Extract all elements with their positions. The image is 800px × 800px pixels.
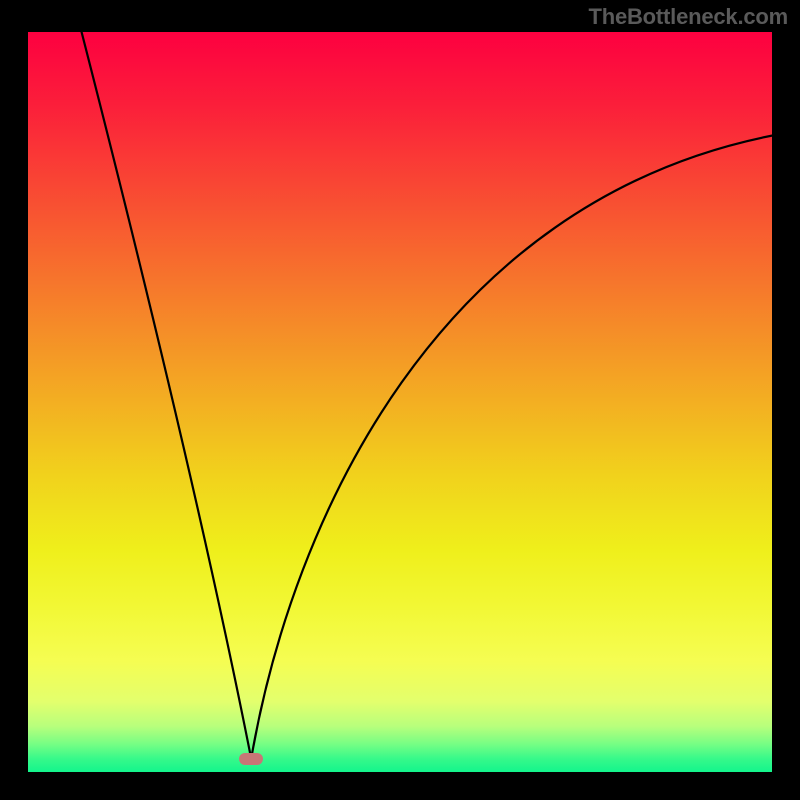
plot-background-gradient — [28, 32, 772, 772]
watermark-text: TheBottleneck.com — [588, 4, 788, 30]
plot-area — [28, 32, 772, 772]
figure-root: TheBottleneck.com — [0, 0, 800, 800]
plot-frame — [28, 32, 772, 772]
dip-marker — [239, 753, 263, 765]
